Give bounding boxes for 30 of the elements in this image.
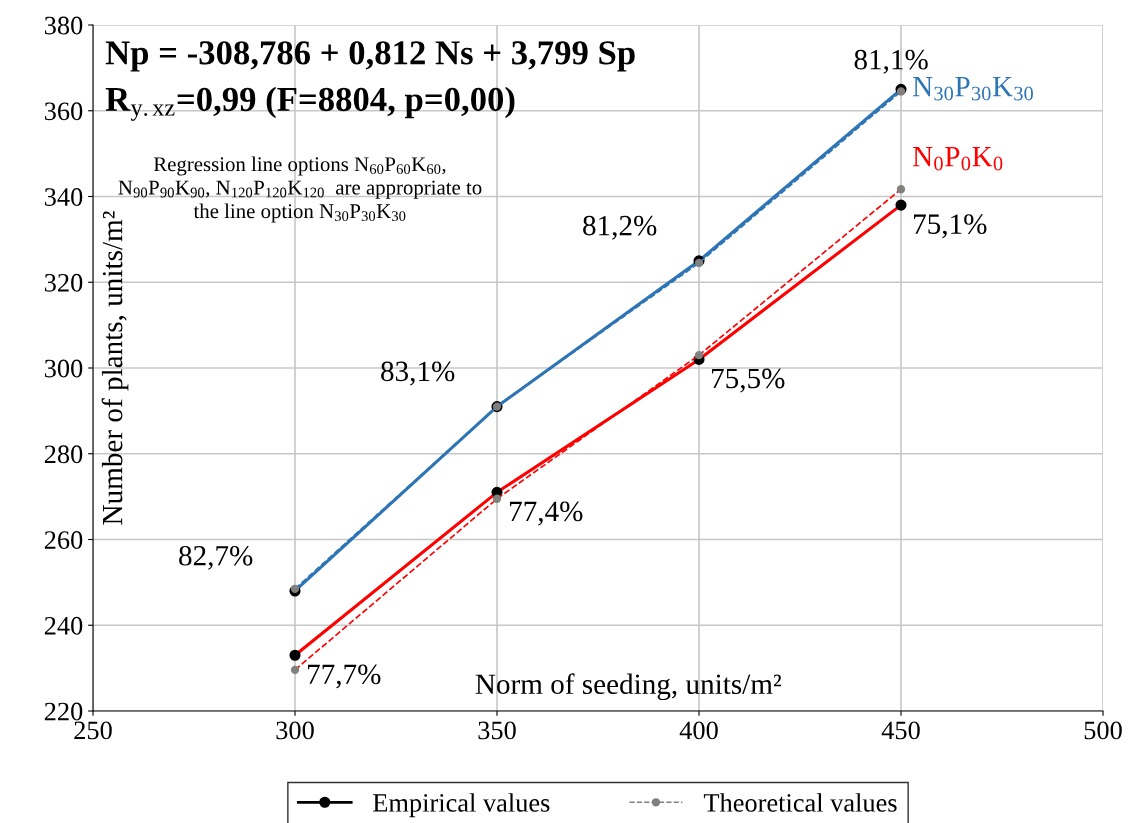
x-tick-label: 450 — [881, 721, 920, 740]
annotation: 81,1% — [854, 49, 928, 74]
annotation: R$_{y.xz}$=0,99 (F=8804, p=0,00) — [105, 86, 515, 121]
y-tick-label: 360 — [44, 102, 83, 121]
annotation: 82,7% — [179, 545, 253, 570]
legend-label: Empirical values — [373, 793, 550, 818]
legend-label: Theoretical values — [703, 793, 897, 812]
y-tick-label: 220 — [44, 702, 83, 721]
y-tick-label: 260 — [44, 531, 83, 549]
x-tick-label: 300 — [276, 721, 314, 740]
annotation: 77,4% — [510, 501, 583, 526]
y-tick-label: 280 — [44, 445, 83, 464]
x-tick-label: 400 — [679, 721, 718, 740]
x-tick-label: 250 — [74, 721, 112, 740]
annotation: 75,1% — [914, 214, 987, 239]
annotation: Np = -308,786 + 0,812 Ns + 3,799 Sp — [105, 41, 635, 72]
annotation: 81,2% — [583, 215, 657, 240]
annotation: 83,1% — [381, 361, 455, 386]
y-tick-label: 320 — [44, 273, 83, 292]
y-tick-label: 380 — [44, 16, 83, 35]
annotation: N$_{30}$P$_{30}$K$_{30}$ — [912, 77, 1033, 101]
annotation: 75,5% — [712, 368, 785, 393]
x-tick-label: 350 — [478, 721, 516, 740]
x-axis-title: Norm of seeding, units/m² — [475, 673, 782, 701]
annotation: N$_{0}$P$_{0}$K$_{0}$ — [912, 147, 1003, 171]
y-tick-label: 300 — [44, 359, 83, 378]
y-tick-label: 340 — [44, 188, 83, 206]
annotation: 77,7% — [308, 664, 381, 689]
x-tick-label: 500 — [1084, 721, 1122, 740]
y-tick-label: 240 — [44, 616, 83, 635]
